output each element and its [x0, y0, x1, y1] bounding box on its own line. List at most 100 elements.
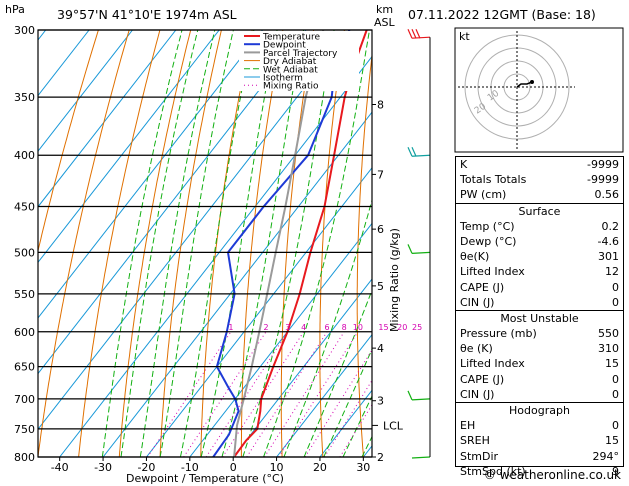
mixing-ratio-line [278, 331, 359, 457]
wind-barb-flag [407, 146, 413, 157]
mixing-ratio-line [246, 331, 328, 457]
most-unstable-value: 15 [605, 357, 619, 371]
wet-adiabat-line [120, 30, 199, 457]
index-label: K [460, 158, 468, 171]
most-unstable-value: 0 [612, 372, 619, 386]
temp-tick-label: 30 [356, 461, 370, 474]
index-row: Totals Totals -9999 [456, 172, 623, 187]
surface-value: 0 [612, 280, 619, 294]
isotherm-line [38, 30, 177, 208]
datetime-title: 07.11.2022 12GMT (Base: 18) [408, 7, 596, 22]
most-unstable-label: Pressure (mb) [460, 327, 537, 341]
km-tick-label: 4 [377, 342, 384, 355]
mixing-ratio-label: 8 [342, 323, 347, 332]
hodograph-title: Hodograph [509, 404, 570, 417]
hodograph-stat-row: StmSpd (kt) 9 [456, 464, 623, 479]
index-value: -9999 [587, 158, 619, 171]
surface-value: -4.6 [597, 234, 619, 248]
lcl-label: LCL [383, 419, 404, 432]
surface-label: CAPE (J) [460, 280, 505, 294]
most-unstable-row: θe (K) 310 [456, 341, 623, 356]
surface-value: 301 [598, 250, 619, 264]
surface-label: Lifted Index [460, 265, 525, 279]
km-tick-label: 5 [377, 280, 384, 293]
temp-tick-label: -10 [181, 461, 199, 474]
hodograph-stat-value: 9 [612, 464, 619, 478]
most-unstable-label: θe (K) [460, 342, 493, 356]
pressure-tick-label: 550 [14, 288, 35, 301]
pressure-tick-label: 350 [14, 91, 35, 104]
indices-panel: K -9999 Totals Totals -9999 PW (cm) 0.56 Surf… [455, 156, 624, 478]
wind-barb-flag [407, 244, 413, 254]
most-unstable-title: Most Unstable [500, 311, 579, 325]
temp-tick-label: 10 [270, 461, 284, 474]
mixing-ratio-line [183, 331, 267, 457]
isotherm-line [232, 278, 372, 457]
pressure-tick-label: 700 [14, 393, 35, 406]
mixing-ratio-line [339, 403, 372, 457]
legend-label: Temperature [262, 33, 320, 43]
temp-tick-label: -30 [94, 461, 112, 474]
mixing-ratio-line [304, 349, 372, 457]
mixing-ratio-line [264, 331, 345, 457]
mixing-ratio-label: 10 [353, 323, 363, 332]
hodograph-storm-marker [530, 80, 534, 84]
surface-label: CIN (J) [460, 295, 495, 309]
hodograph-trace [516, 81, 533, 88]
hodograph-stat-value: 15 [605, 434, 619, 448]
hodograph-unit-label: kt [459, 30, 470, 43]
mixing-ratio-label: 3 [285, 323, 290, 332]
temp-tick-label: -40 [51, 461, 69, 474]
most-unstable-row: Pressure (mb) 550 [456, 326, 623, 341]
dry-adiabat-line [38, 30, 130, 457]
km-tick-label: 6 [377, 223, 384, 236]
index-value: 0.56 [594, 188, 620, 202]
isotherm-line [189, 222, 372, 457]
hodograph-stat-row: SREH 15 [456, 433, 623, 448]
most-unstable-value: 0 [612, 387, 619, 401]
most-unstable-value: 310 [598, 342, 619, 356]
temperature-profile [233, 30, 368, 457]
surface-label: Dewp (°C) [460, 234, 517, 248]
wet-adiabat-line [101, 30, 183, 457]
wet-adiabat-line [263, 30, 370, 457]
index-label: PW (cm) [460, 188, 507, 202]
index-row: K -9999 [456, 157, 623, 172]
wet-adiabat-line [179, 30, 255, 457]
pressure-tick-label: 300 [14, 24, 35, 37]
pressure-tick-label: 600 [14, 326, 35, 339]
km-tick-label: 7 [377, 168, 384, 181]
mixing-ratio-line [205, 331, 289, 457]
copyright-footer: © weatheronline.co.uk [483, 468, 621, 482]
hodograph-stat-label: StmDir [460, 449, 499, 463]
legend-label: Mixing Ratio [263, 82, 319, 92]
mixing-ratio-label: 4 [301, 323, 306, 332]
wind-barb-flag [411, 28, 417, 39]
mixing-ratio-label: 1 [228, 323, 233, 332]
isotherm-line [38, 30, 220, 264]
mixing-ratio-line [147, 331, 232, 457]
hodograph-stat-row: EH 0 [456, 418, 623, 433]
x-axis-label: Dewpoint / Temperature (°C) [126, 472, 284, 485]
temp-tick-label: 20 [313, 461, 327, 474]
surface-section: Surface Temp (°C) 0.2 Dewp (°C) -4.6 θe(K) 30… [456, 202, 623, 310]
pressure-tick-label: 500 [14, 246, 35, 259]
isotherm-line [59, 55, 372, 457]
km-tick-label: 2 [377, 451, 384, 464]
mixing-ratio-label: 25 [412, 323, 422, 332]
mixing-ratio-label: 2 [263, 323, 268, 332]
isotherm-line [276, 333, 372, 457]
wind-barb [411, 154, 431, 157]
wind-barb [411, 251, 431, 254]
wind-barb-flag [407, 390, 413, 401]
legend-label: Dewpoint [263, 41, 306, 51]
isotherm-line [38, 30, 307, 375]
surface-row: θe(K) 301 [456, 249, 623, 264]
most-unstable-label: CAPE (J) [460, 372, 505, 386]
most-unstable-row: CAPE (J) 0 [456, 372, 623, 387]
index-value: -9999 [587, 173, 619, 187]
legend-label: Dry Adiabat [263, 57, 317, 67]
dewpoint-profile [212, 30, 351, 457]
